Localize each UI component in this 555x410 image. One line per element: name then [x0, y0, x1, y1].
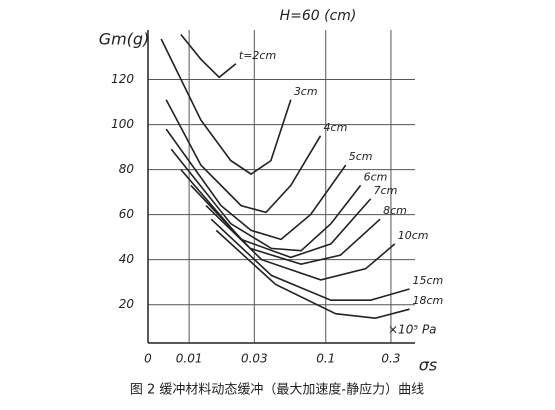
x-axis-unit: ×10⁵ Pa: [388, 323, 437, 337]
y-axis-label: Gm(g): [99, 30, 150, 49]
y-tick-label: 120: [111, 72, 134, 86]
curve-label: 4cm: [324, 121, 348, 134]
curve-label: 6cm: [364, 170, 388, 183]
curve: [210, 218, 410, 301]
caption: 图 2 缓冲材料动态缓冲（最大加速度-静应力）曲线: [130, 382, 424, 398]
curve-label: t=2cm: [239, 49, 276, 62]
y-tick-label: 20: [119, 297, 135, 311]
curve-label: 15cm: [412, 274, 443, 287]
curve-label: 3cm: [294, 85, 318, 98]
curve: [165, 128, 347, 241]
curve: [215, 229, 410, 320]
curve: [170, 148, 362, 252]
curve: [180, 33, 237, 79]
curve: [190, 184, 381, 266]
chart-title: H=60 (cm): [280, 8, 357, 24]
x-tick-label: 0.01: [176, 352, 203, 366]
curve-label: 5cm: [349, 150, 373, 163]
x-tick-label: 0.3: [381, 352, 400, 366]
y-tick-label: 100: [111, 117, 134, 131]
y-tick-label: 80: [119, 162, 135, 176]
curve-label: 8cm: [383, 204, 407, 217]
x-tick-label: 0.03: [241, 352, 268, 366]
curve: [160, 38, 292, 176]
curve: [165, 99, 322, 214]
x-axis-label: σs: [419, 356, 437, 375]
y-tick-label: 60: [119, 207, 135, 221]
curve: [205, 205, 396, 281]
curve-label: 10cm: [398, 229, 429, 242]
curve-label: 7cm: [374, 184, 398, 197]
curve-label: 18cm: [412, 294, 443, 307]
y-tick-label: 40: [119, 252, 135, 266]
x-tick-label: 0: [144, 352, 152, 366]
x-tick-label: 0.1: [316, 352, 335, 366]
curve: [180, 169, 372, 259]
